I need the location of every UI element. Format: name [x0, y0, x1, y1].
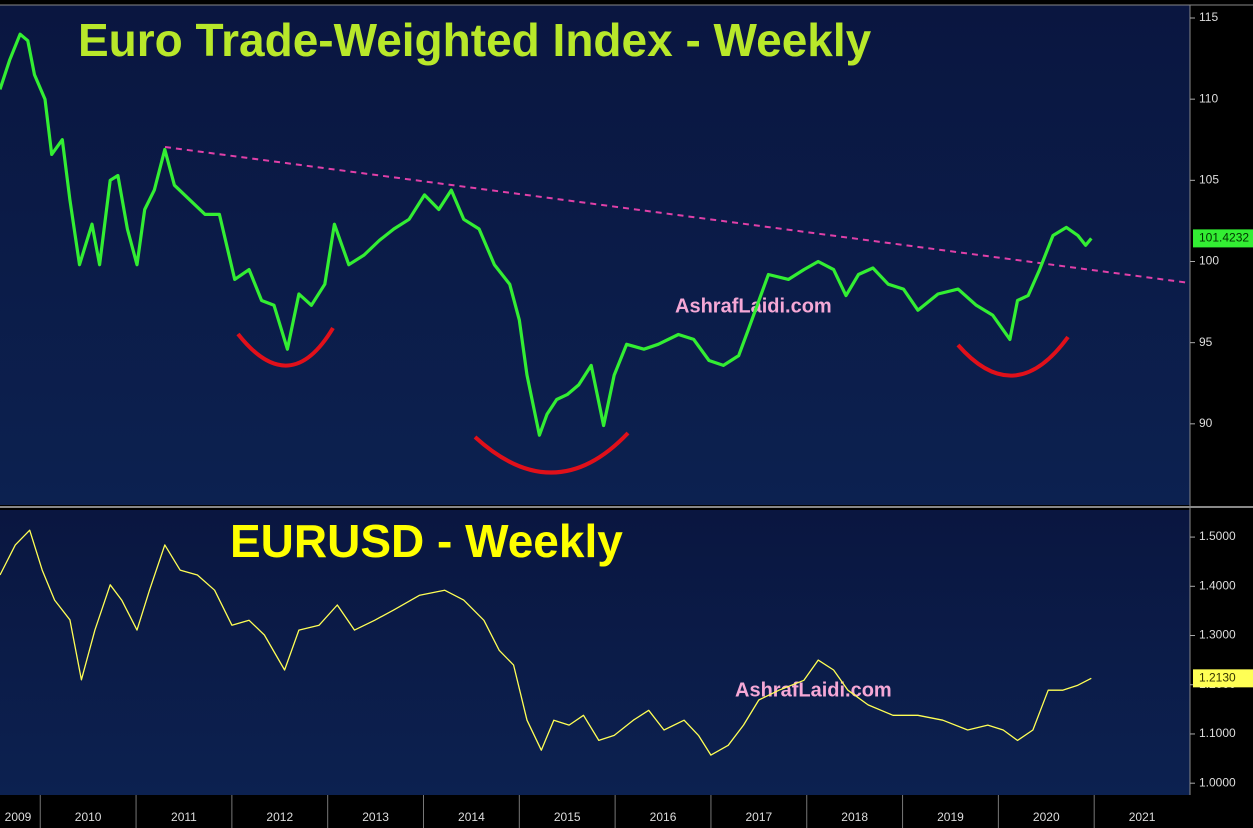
y-tick-label: 1.4000 [1199, 578, 1236, 592]
y-tick-label: 95 [1199, 335, 1213, 349]
bottom-panel [0, 510, 1190, 795]
x-tick-label: 2010 [75, 810, 102, 824]
x-tick-label: 2015 [554, 810, 581, 824]
last-value-box [1193, 229, 1253, 248]
last-value-label: 1.2130 [1199, 671, 1236, 685]
x-axis-strip [0, 795, 1190, 828]
trendline [164, 146, 1191, 284]
pattern-arc [473, 431, 630, 475]
pattern-arc [956, 335, 1070, 378]
y-tick-label: 90 [1199, 416, 1213, 430]
y-tick-label: 1.5000 [1199, 529, 1236, 543]
plot-layer: 90 95 100 105 110 115 Euro Trade-Weighted Inde… [0, 10, 1253, 828]
chart-title: Euro Trade-Weighted Index - Weekly [78, 14, 872, 66]
x-tick-label: 2019 [937, 810, 964, 824]
pattern-arc [236, 326, 335, 368]
x-tick-label: 2009 [5, 810, 32, 824]
chart-title: EURUSD - Weekly [230, 515, 623, 567]
y-tick-label: 100 [1199, 254, 1219, 268]
x-tick-label: 2012 [266, 810, 293, 824]
x-tick-label: 2017 [745, 810, 772, 824]
y-tick-label: 1.0000 [1199, 775, 1236, 789]
series-line [0, 32, 1093, 437]
x-tick-label: 2016 [650, 810, 677, 824]
x-tick-label: 2011 [171, 810, 197, 824]
last-value-label: 101.4232 [1199, 231, 1249, 245]
watermark: AshrafLaidi.com [675, 295, 832, 317]
x-tick-label: 2020 [1033, 810, 1060, 824]
series-line [0, 529, 1092, 756]
x-tick-label: 2013 [362, 810, 389, 824]
y-tick-label: 110 [1199, 91, 1218, 105]
y-tick-label: 115 [1199, 10, 1218, 24]
x-tick-label: 2018 [841, 810, 868, 824]
x-tick-label: 2021 [1129, 810, 1156, 824]
watermark: AshrafLaidi.com [735, 679, 892, 701]
y-tick-label: 105 [1199, 172, 1219, 186]
y-tick-label: 1.1000 [1199, 726, 1236, 740]
y-tick-label: 1.3000 [1199, 628, 1236, 642]
x-tick-label: 2014 [458, 810, 485, 824]
last-value-box [1193, 669, 1253, 688]
top-panel [0, 5, 1190, 505]
